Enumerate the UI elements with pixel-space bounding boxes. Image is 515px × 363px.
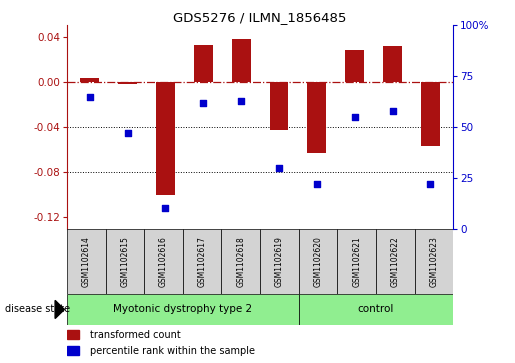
Bar	[337, 229, 376, 294]
Text: Myotonic dystrophy type 2: Myotonic dystrophy type 2	[113, 305, 252, 314]
Point	[313, 181, 321, 187]
Bar	[260, 229, 299, 294]
Bar	[415, 229, 453, 294]
Bar	[299, 294, 453, 325]
Text: GSM1102623: GSM1102623	[430, 236, 438, 287]
Text: percentile rank within the sample: percentile rank within the sample	[90, 346, 255, 356]
Bar	[67, 330, 79, 339]
Text: GSM1102622: GSM1102622	[391, 236, 400, 287]
Point	[388, 108, 397, 114]
Polygon shape	[55, 301, 64, 319]
Text: GSM1102619: GSM1102619	[275, 236, 284, 287]
Point	[199, 100, 208, 106]
Bar	[67, 346, 79, 355]
Point	[426, 181, 435, 187]
Text: GSM1102616: GSM1102616	[159, 236, 168, 287]
Text: GSM1102621: GSM1102621	[352, 236, 361, 287]
Bar	[221, 229, 260, 294]
Point	[351, 114, 359, 120]
Text: GSM1102618: GSM1102618	[236, 236, 245, 287]
Bar	[345, 50, 364, 82]
Text: GSM1102614: GSM1102614	[82, 236, 91, 287]
Bar	[232, 39, 251, 82]
Point	[275, 165, 283, 171]
Point	[237, 98, 245, 103]
Bar	[307, 82, 327, 153]
Text: disease state: disease state	[5, 305, 70, 314]
Text: control: control	[358, 305, 394, 314]
Bar	[80, 78, 99, 82]
Bar	[183, 229, 221, 294]
Text: GSM1102620: GSM1102620	[314, 236, 322, 287]
Bar	[376, 229, 415, 294]
Point	[85, 94, 94, 99]
Bar	[118, 82, 137, 84]
Bar	[421, 82, 440, 146]
Title: GDS5276 / ILMN_1856485: GDS5276 / ILMN_1856485	[174, 11, 347, 24]
Text: transformed count: transformed count	[90, 330, 181, 339]
Bar	[299, 229, 337, 294]
Bar	[383, 46, 402, 82]
Bar	[194, 45, 213, 82]
Bar	[67, 229, 106, 294]
Bar	[106, 229, 144, 294]
Bar	[269, 82, 288, 130]
Text: GSM1102617: GSM1102617	[198, 236, 207, 287]
Bar	[156, 82, 175, 195]
Point	[161, 205, 169, 211]
Bar	[144, 229, 183, 294]
Bar	[67, 294, 299, 325]
Point	[124, 130, 132, 136]
Text: GSM1102615: GSM1102615	[121, 236, 129, 287]
